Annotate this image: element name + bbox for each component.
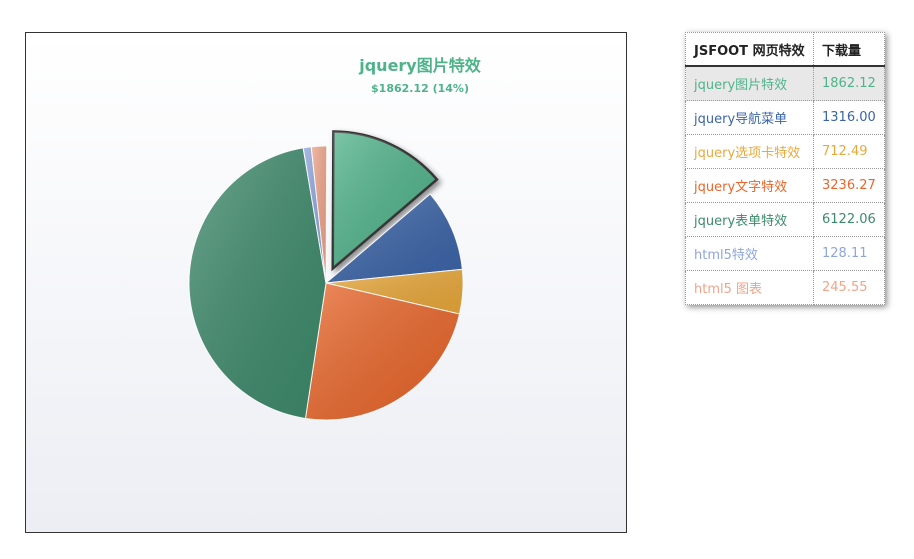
table-row: jquery文字特效 3236.27 [685,168,885,203]
table-value: 3236.27 [813,168,885,203]
table-value: 6122.06 [813,202,885,237]
table-row: jquery选项卡特效 712.49 [685,134,885,169]
table-category: html5特效 [685,236,814,271]
table-category: html5 图表 [685,270,814,305]
table-value: 1316.00 [813,100,885,135]
table-value: 1862.12 [813,65,885,101]
annotation-title: jquery图片特效 [358,56,481,75]
table-category: jquery表单特效 [685,202,814,237]
table-value: 245.55 [813,270,885,305]
table-category: jquery选项卡特效 [685,134,814,169]
table-category: jquery文字特效 [685,168,814,203]
table-row: jquery导航菜单 1316.00 [685,100,885,135]
table-category: jquery导航菜单 [685,100,814,135]
table-header: JSFOOT 网页特效 [685,32,814,67]
table-row: jquery表单特效 6122.06 [685,202,885,237]
annotation: $1862.12 (14%) [371,82,469,95]
data-table: JSFOOT 网页特效 下载量 jquery图片特效 1862.12 jquery导… [685,32,885,305]
table-row: html5 图表 245.55 [685,270,885,305]
table-value: 128.11 [813,236,885,271]
table-category: jquery图片特效 [685,65,814,101]
table-row: jquery图片特效 1862.12 [685,65,885,101]
table-header: 下载量 [813,32,885,67]
table-row: html5特效 128.11 [685,236,885,271]
table-value: 712.49 [813,134,885,169]
